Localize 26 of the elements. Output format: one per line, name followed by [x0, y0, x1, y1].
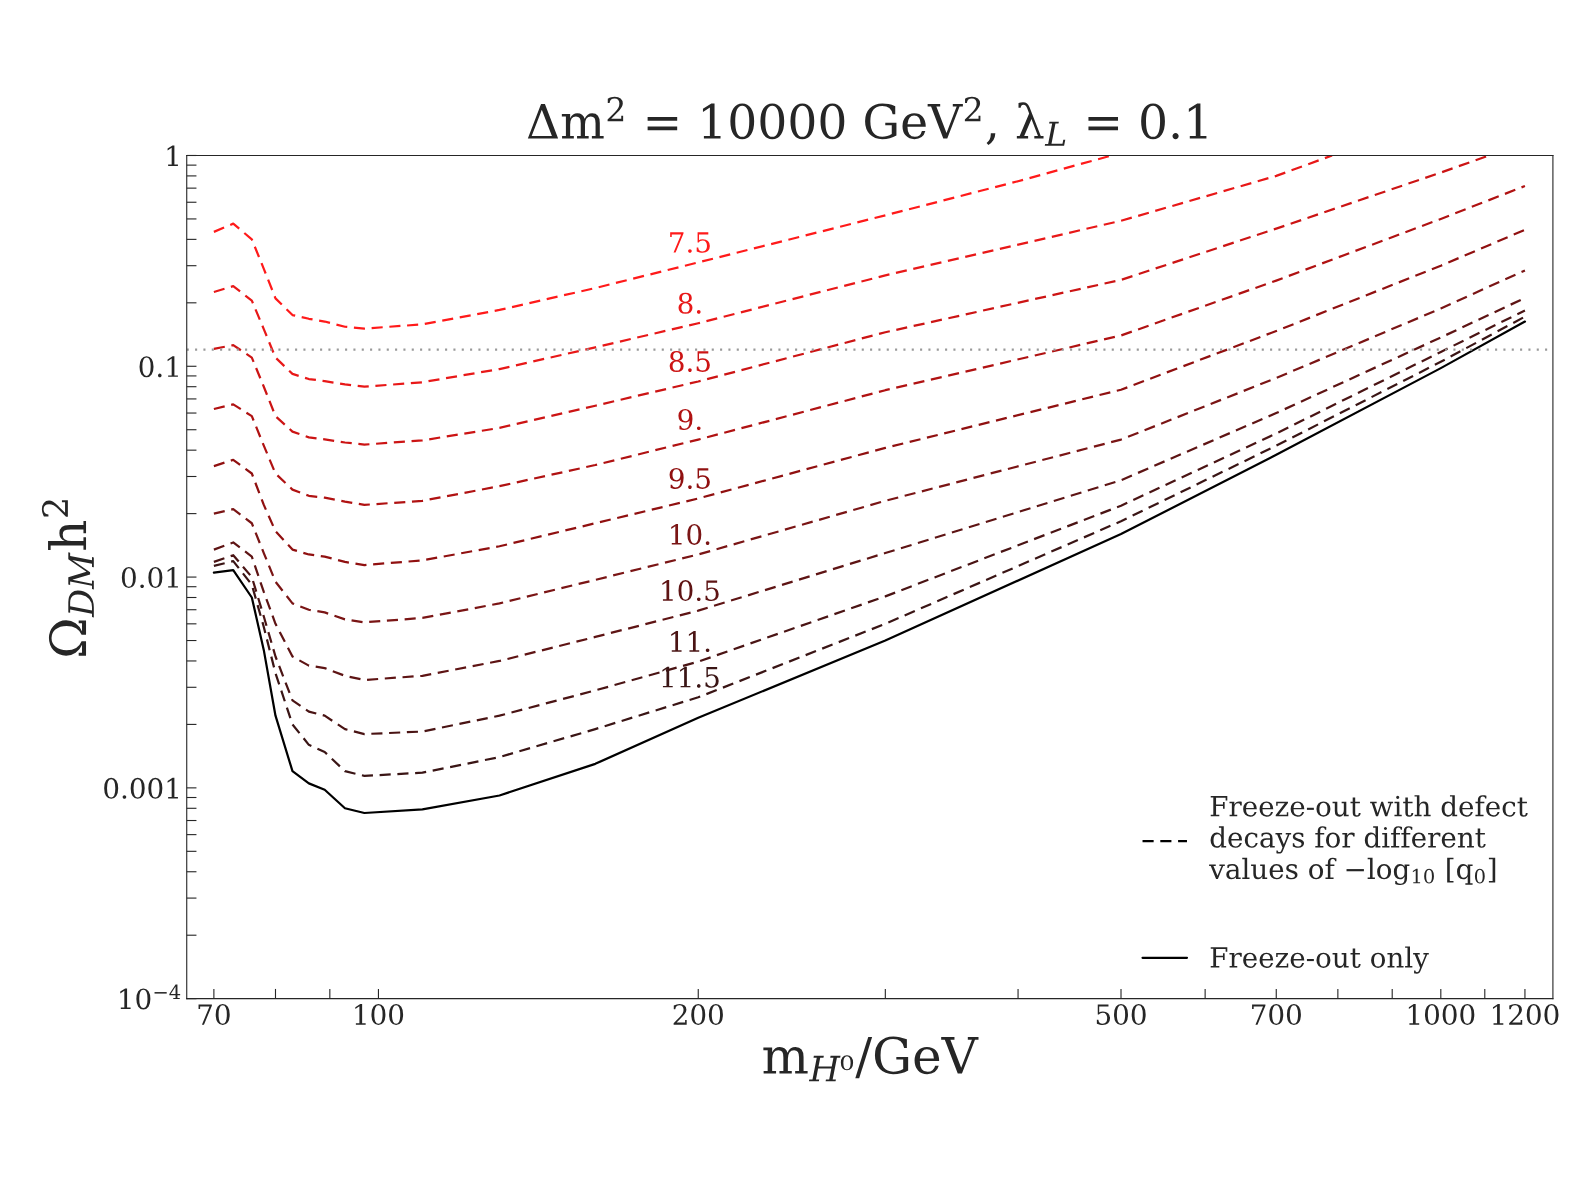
y-tick-label: 0.001	[104, 777, 178, 799]
series-label: 10.	[671, 523, 710, 545]
x-tick-label: 500	[1096, 1004, 1146, 1026]
series-label: 9.	[678, 409, 701, 431]
chart-title: Δm$^{2}$ = 10000 GeV$^{2}$, λ$_{L}$ = 0.1	[527, 96, 1207, 146]
x-tick-label: 700	[1252, 1004, 1301, 1026]
y-tick-label: 10$^{−4}$	[120, 984, 181, 1010]
y-axis-title: Ω$_{DM}$h$^{2}$	[41, 500, 94, 656]
y-tick-label: 0.1	[139, 356, 178, 378]
x-tick-label: 100	[355, 1004, 404, 1026]
series-label: 7.5	[670, 232, 710, 253]
y-tick-label: 0.01	[121, 567, 178, 589]
x-tick-label: 1200	[1492, 1004, 1559, 1026]
series-label: 11.5	[662, 666, 719, 688]
series-label: 8.	[678, 292, 701, 314]
series-label: 11.	[671, 631, 710, 653]
x-tick-label: 200	[673, 1004, 723, 1026]
x-axis-title: m$_{H⁰}$/GeV	[763, 1036, 979, 1082]
x-tick-label: 1000	[1408, 1004, 1475, 1026]
series-label: 10.5	[662, 580, 719, 602]
legend-title: Freeze-out with defect decays for different values of −log$_{10}$ [q$_{0}$]	[1209, 795, 1528, 886]
series-label: 9.5	[669, 467, 710, 489]
x-tick-label: 70	[198, 1004, 230, 1026]
legend-label: Freeze-out only	[1210, 946, 1429, 974]
y-tick-label: 1	[167, 145, 178, 167]
series-label: 8.5	[669, 350, 710, 372]
